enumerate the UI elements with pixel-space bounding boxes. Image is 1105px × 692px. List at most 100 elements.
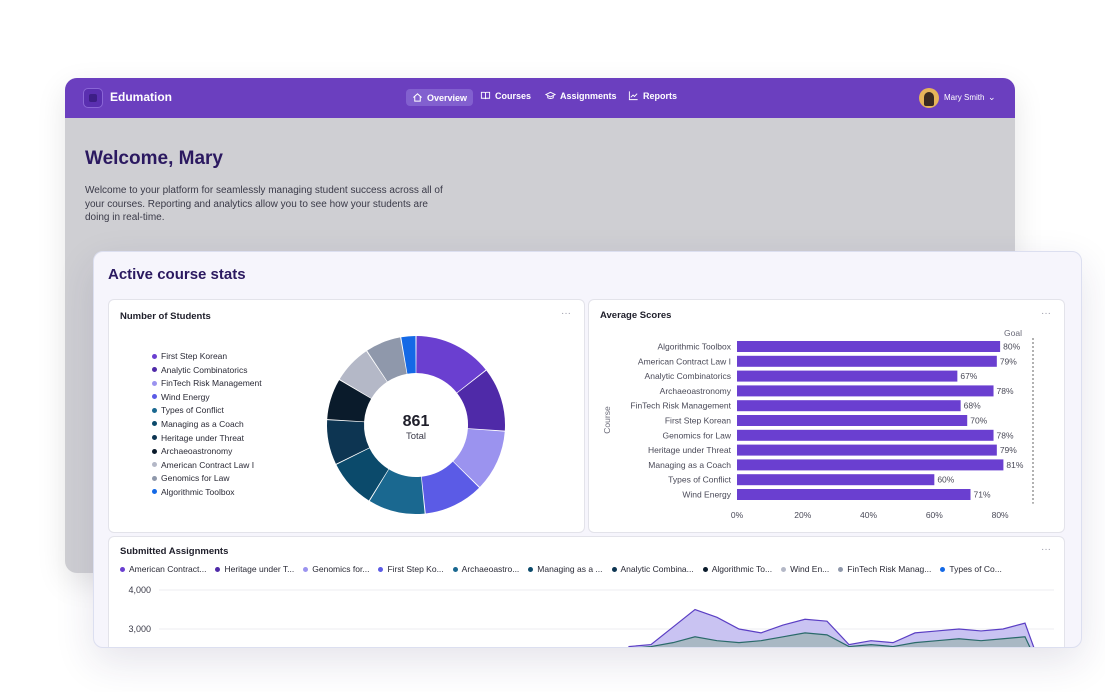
donut-slice-american-contract-law-i[interactable] bbox=[339, 351, 387, 399]
assign-legend-item[interactable]: Algorithmic To... bbox=[702, 564, 772, 574]
donut-slice-types-of-conflict[interactable] bbox=[369, 469, 425, 514]
trend-chart-icon bbox=[628, 91, 638, 101]
welcome-description: Welcome to your platform for seamlessly … bbox=[85, 185, 443, 223]
y-tick-label: 3,000 bbox=[128, 624, 151, 634]
legend-item-archaeoastronomy[interactable]: Archaeoastronomy bbox=[152, 446, 262, 456]
assign-legend-item[interactable]: American Contract... bbox=[120, 564, 206, 574]
nav-courses[interactable]: Courses bbox=[480, 90, 531, 101]
assign-legend-item[interactable]: Genomics for... bbox=[303, 564, 369, 574]
bar-value-label: 79% bbox=[1000, 356, 1017, 366]
avatar[interactable] bbox=[919, 88, 939, 108]
nav-courses-label: Courses bbox=[495, 90, 532, 101]
bar-label-genomics-for-law: Genomics for Law bbox=[663, 430, 732, 440]
donut-slice-analytic-combinatorics[interactable] bbox=[457, 370, 505, 431]
legend-item-wind-energy[interactable]: Wind Energy bbox=[152, 392, 262, 402]
nav-overview-label: Overview bbox=[427, 92, 468, 103]
legend-item-algorithmic-toolbox[interactable]: Algorithmic Toolbox bbox=[152, 487, 262, 497]
area-series-2[interactable] bbox=[629, 632, 1047, 648]
more-options-icon[interactable]: ··· bbox=[561, 308, 571, 319]
area-series-1[interactable] bbox=[628, 608, 1047, 649]
legend-dot bbox=[611, 566, 617, 572]
chevron-down-icon[interactable]: ⌄ bbox=[988, 92, 996, 102]
bar-heritage-under-threat[interactable] bbox=[737, 444, 997, 456]
legend-dot bbox=[152, 367, 157, 373]
legend-item-heritage-under-threat[interactable]: Heritage under Threat bbox=[152, 433, 262, 443]
bar-value-label: 78% bbox=[997, 430, 1014, 440]
donut-slice-managing-as-a-coach[interactable] bbox=[336, 448, 389, 501]
bar-value-label: 71% bbox=[974, 490, 991, 500]
average-scores-panel: Average Scores ··· Goal Algorithmic Toolb… bbox=[588, 299, 1065, 533]
legend-item-fintech-risk-management[interactable]: FinTech Risk Management bbox=[152, 378, 262, 388]
bar-value-label: 70% bbox=[970, 416, 987, 426]
page-title: Welcome, Mary bbox=[85, 148, 223, 169]
bar-american-contract-law-i[interactable] bbox=[737, 355, 997, 367]
legend-label: Genomics for... bbox=[312, 564, 370, 574]
legend-dot bbox=[152, 421, 157, 427]
legend-dot bbox=[215, 566, 221, 572]
legend-item-first-step-korean[interactable]: First Step Korean bbox=[152, 351, 262, 361]
submitted-assignments-panel: Submitted Assignments ··· American Contr… bbox=[108, 536, 1065, 649]
legend-label: American Contract... bbox=[129, 564, 207, 574]
students-panel: Number of Students ··· First Step Korean… bbox=[108, 299, 585, 533]
legend-item-analytic-combinatorics[interactable]: Analytic Combinatorics bbox=[152, 365, 262, 375]
bar-wind-energy[interactable] bbox=[737, 489, 971, 500]
home-icon bbox=[413, 93, 422, 102]
stats-title: Active course stats bbox=[108, 266, 246, 283]
nav-overview[interactable]: Overview bbox=[406, 89, 474, 106]
legend-item-american-contract-law-i[interactable]: American Contract Law I bbox=[152, 460, 262, 470]
legend-dot bbox=[152, 462, 157, 468]
assign-legend-item[interactable]: Archaeoastro... bbox=[452, 564, 519, 574]
more-options-icon[interactable]: ··· bbox=[1041, 544, 1051, 555]
legend-item-managing-as-a-coach[interactable]: Managing as a Coach bbox=[152, 419, 262, 429]
donut-slice-algorithmic-toolbox[interactable] bbox=[401, 336, 416, 374]
legend-label: Analytic Combinatorics bbox=[161, 364, 248, 375]
assign-legend-item[interactable]: Heritage under T... bbox=[215, 564, 294, 574]
donut-slice-archaeoastronomy[interactable] bbox=[327, 380, 372, 422]
bar-analytic-combinatorics[interactable] bbox=[737, 370, 958, 382]
bar-label-first-step-korean: First Step Korean bbox=[665, 416, 731, 426]
donut-slice-first-step-korean[interactable] bbox=[416, 336, 486, 393]
brand-logo-icon[interactable] bbox=[83, 88, 103, 108]
students-title: Number of Students bbox=[120, 311, 211, 322]
assign-legend-item[interactable]: First Step Ko... bbox=[378, 564, 444, 574]
more-options-icon[interactable]: ··· bbox=[1041, 308, 1051, 319]
assign-legend-item[interactable]: Types of Co... bbox=[940, 564, 1002, 574]
bar-value-label: 81% bbox=[1006, 460, 1023, 470]
legend-label: FinTech Risk Manag... bbox=[847, 564, 932, 574]
bar-label-managing-as-a-coach: Managing as a Coach bbox=[648, 460, 731, 470]
assign-legend-item[interactable]: FinTech Risk Manag... bbox=[838, 564, 931, 574]
bar-archaeoastronomy[interactable] bbox=[737, 385, 994, 397]
donut-slice-fintech-risk-management[interactable] bbox=[453, 428, 505, 488]
average-scores-bar-chart: Goal Algorithmic Toolbox 80% American Contr… bbox=[602, 328, 1034, 520]
assign-legend-item[interactable]: Managing as a ... bbox=[528, 564, 603, 574]
donut-slice-wind-energy[interactable] bbox=[421, 461, 480, 514]
donut-slice-genomics-for-law[interactable] bbox=[367, 337, 407, 382]
x-tick-label: 60% bbox=[926, 510, 943, 520]
goal-label: Goal bbox=[1004, 328, 1022, 338]
bar-algorithmic-toolbox[interactable] bbox=[737, 341, 1001, 352]
donut-total-label: Total bbox=[406, 431, 426, 442]
bar-genomics-for-law[interactable] bbox=[737, 429, 994, 441]
legend-item-genomics-for-law[interactable]: Genomics for Law bbox=[152, 473, 262, 483]
user-name[interactable]: Mary Smith bbox=[944, 93, 985, 102]
assign-legend-item[interactable]: Wind En... bbox=[781, 564, 829, 574]
students-legend: First Step Korean Analytic Combinatorics F… bbox=[152, 351, 262, 497]
submitted-assignments-area-chart: 4,000 3,000 bbox=[128, 585, 1054, 649]
y-tick-label: 4,000 bbox=[128, 585, 151, 595]
bar-managing-as-a-coach[interactable] bbox=[737, 459, 1004, 471]
brand-name[interactable]: Edumation bbox=[110, 90, 172, 104]
assignments-title: Submitted Assignments bbox=[120, 546, 229, 557]
bar-value-label: 80% bbox=[1003, 342, 1020, 352]
bar-label-fintech-risk-management: FinTech Risk Management bbox=[630, 401, 731, 411]
legend-item-types-of-conflict[interactable]: Types of Conflict bbox=[152, 405, 262, 415]
nav-reports[interactable]: Reports bbox=[628, 90, 677, 101]
nav-assignments[interactable]: Assignments bbox=[545, 90, 617, 101]
donut-slice-heritage-under-threat[interactable] bbox=[327, 420, 370, 464]
legend-label: Heritage under T... bbox=[224, 564, 295, 574]
bar-label-heritage-under-threat: Heritage under Threat bbox=[648, 445, 732, 455]
bar-fintech-risk-management[interactable] bbox=[737, 400, 961, 412]
legend-label: First Step Korean bbox=[161, 351, 228, 361]
bar-types-of-conflict[interactable] bbox=[737, 474, 935, 486]
bar-first-step-korean[interactable] bbox=[737, 415, 968, 426]
assign-legend-item[interactable]: Analytic Combina... bbox=[611, 564, 694, 574]
